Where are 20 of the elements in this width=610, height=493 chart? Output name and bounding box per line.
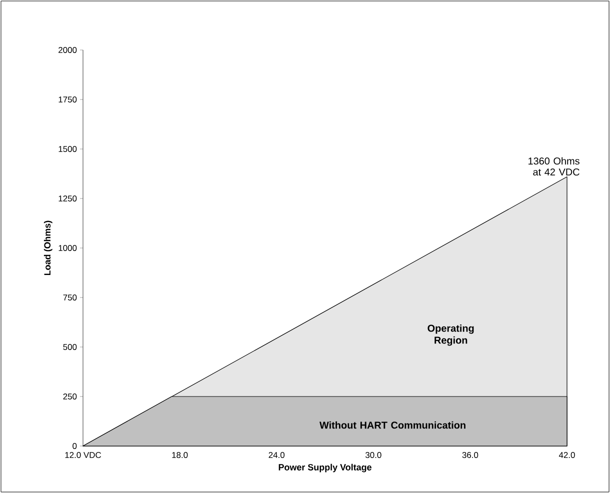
y-axis-title: Load (Ohms) bbox=[44, 220, 52, 276]
y-tick-label: 750 bbox=[63, 294, 77, 300]
x-tick-label: 42.0 bbox=[558, 452, 575, 458]
x-tick-label: 24.0 bbox=[268, 452, 285, 458]
x-tick-label: 12.0 VDC bbox=[65, 452, 102, 458]
y-tick-label: 1750 bbox=[58, 96, 77, 102]
y-tick-label: 0 bbox=[72, 443, 77, 449]
x-tick-label: 30.0 bbox=[365, 452, 382, 458]
annotation: 1360 Ohms at 42 VDC bbox=[528, 157, 580, 176]
annotation: Operating Region bbox=[428, 324, 474, 346]
x-tick-label: 18.0 bbox=[172, 452, 188, 458]
x-axis-title: Power Supply Voltage bbox=[278, 464, 372, 472]
y-tick-label: 2000 bbox=[58, 47, 77, 53]
y-tick-label: 1250 bbox=[58, 196, 77, 202]
y-tick-label: 250 bbox=[63, 394, 77, 400]
y-tick-label: 1000 bbox=[58, 245, 77, 251]
y-tick-label: 500 bbox=[63, 344, 77, 350]
y-tick-label: 1500 bbox=[58, 146, 77, 152]
annotation: Without HART Communication bbox=[319, 421, 466, 429]
x-tick-label: 36.0 bbox=[462, 452, 478, 458]
